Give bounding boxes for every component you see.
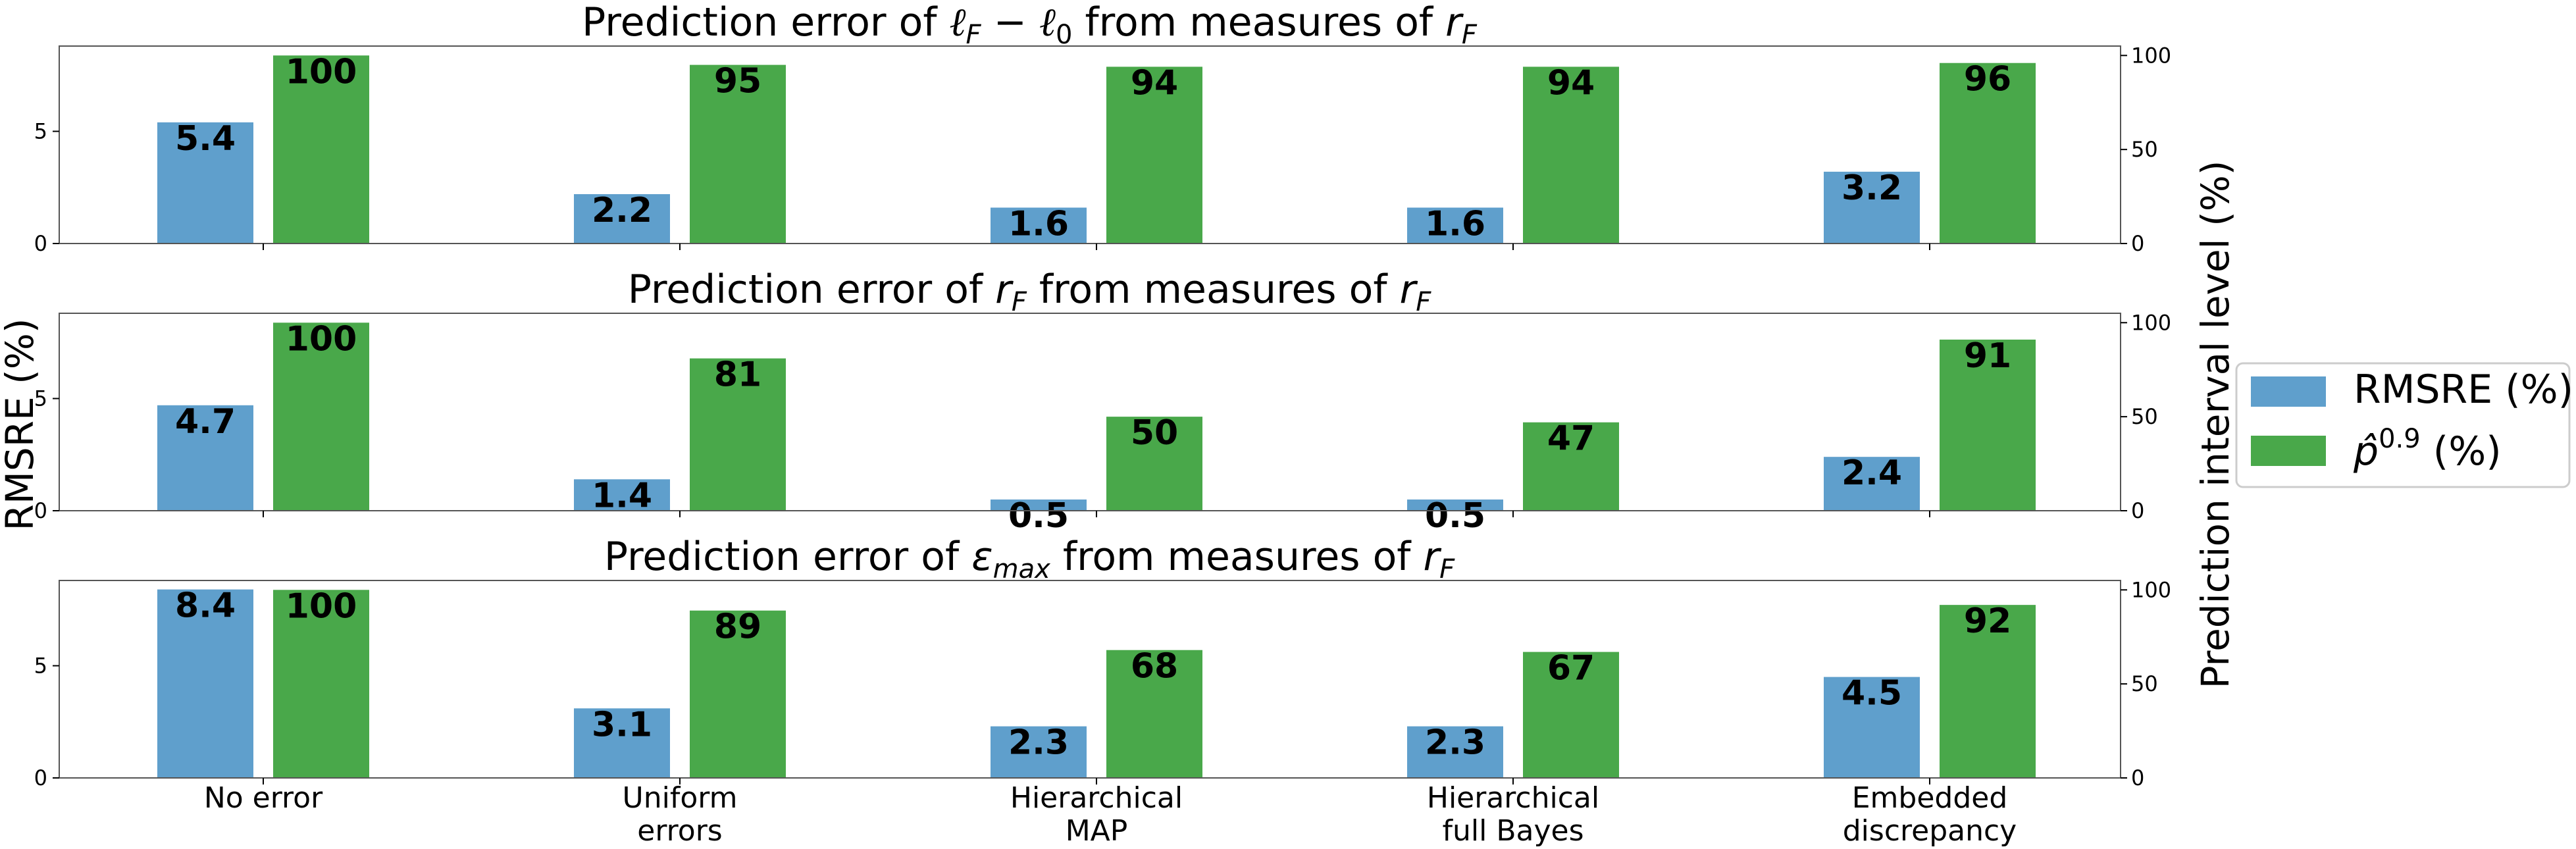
- left-tick-label: 5: [34, 386, 47, 411]
- left-tick-label: 0: [34, 765, 47, 790]
- bar-rmsre-5: [1824, 677, 1920, 778]
- data-label-rmsre-3: 0.5: [1008, 496, 1069, 536]
- bar-phat-3: [1106, 417, 1202, 511]
- right-tick-label: 50: [2131, 137, 2158, 162]
- bar-rmsre-4: [1407, 726, 1503, 778]
- right-tick-label: 0: [2131, 231, 2144, 256]
- bar-rmsre-3: [991, 726, 1087, 778]
- bar-rmsre-1: [157, 122, 253, 244]
- right-tick-label: 100: [2131, 577, 2171, 602]
- panel-1-title: Prediction error of ℓF − ℓ0 from measure…: [582, 0, 1478, 50]
- data-label-phat-5: 92: [1964, 602, 2011, 641]
- bar-rmsre-3: [991, 207, 1087, 244]
- plot-frame: [59, 45, 2121, 244]
- data-label-rmsre-5: 2.4: [1842, 453, 1902, 493]
- bar-phat-3: [1106, 66, 1202, 244]
- data-label-phat-2: 81: [714, 355, 761, 395]
- bar-phat-4: [1523, 66, 1619, 244]
- left-tick-label: 5: [34, 654, 47, 679]
- right-tick-label: 50: [2131, 671, 2158, 696]
- x-tick-label-1: No error: [204, 781, 323, 815]
- right-axis-label: Prediction interval level (%): [2193, 161, 2238, 689]
- left-tick-label: 0: [34, 231, 47, 256]
- bar-phat-3: [1106, 650, 1202, 778]
- right-tick-label: 100: [2131, 43, 2171, 68]
- data-label-rmsre-4: 2.3: [1425, 723, 1485, 763]
- data-label-rmsre-3: 1.6: [1008, 204, 1069, 244]
- data-label-phat-3: 94: [1131, 63, 1178, 103]
- data-label-phat-4: 67: [1547, 649, 1595, 688]
- data-label-rmsre-1: 8.4: [175, 586, 236, 626]
- bar-phat-5: [1940, 340, 2036, 511]
- data-label-phat-5: 91: [1964, 336, 2011, 376]
- right-tick-label: 100: [2131, 310, 2171, 335]
- plot-frame: [59, 313, 2121, 511]
- x-tick-label-2: Uniform errors: [623, 781, 738, 848]
- bar-phat-5: [1940, 605, 2036, 778]
- data-label-phat-2: 89: [714, 607, 761, 647]
- right-tick-label: 0: [2131, 498, 2144, 523]
- bar-rmsre-5: [1824, 457, 1920, 511]
- bar-rmsre-4: [1407, 499, 1503, 511]
- data-label-phat-4: 94: [1547, 63, 1595, 103]
- bar-phat-2: [690, 64, 786, 244]
- bar-rmsre-2: [574, 708, 670, 778]
- data-label-phat-1: 100: [286, 319, 357, 359]
- x-tick-label-5: Embedded discrepancy: [1843, 781, 2017, 848]
- data-label-phat-3: 68: [1131, 647, 1178, 686]
- bar-phat-2: [690, 358, 786, 511]
- data-label-phat-4: 47: [1547, 419, 1595, 459]
- data-label-phat-3: 50: [1131, 413, 1178, 453]
- right-tick-label: 50: [2131, 404, 2158, 429]
- x-axis-labels: No error Uniform errors Hierarchical MAP Hier…: [204, 781, 2017, 848]
- data-label-phat-1: 100: [286, 52, 357, 91]
- data-label-rmsre-4: 1.6: [1425, 204, 1485, 244]
- plot-frame: [59, 580, 2121, 779]
- left-axis-label: RMSRE (%): [0, 319, 42, 531]
- data-label-rmsre-4: 0.5: [1425, 496, 1485, 536]
- panel-2-title: Prediction error of rF from measures of …: [628, 267, 1431, 317]
- right-tick-label: 0: [2131, 765, 2144, 790]
- data-label-rmsre-1: 5.4: [175, 119, 236, 159]
- bar-rmsre-4: [1407, 207, 1503, 244]
- bar-rmsre-5: [1824, 171, 1920, 244]
- legend-swatch-rmsre: [2251, 376, 2326, 407]
- bar-phat-4: [1523, 422, 1619, 511]
- data-label-rmsre-5: 3.2: [1842, 168, 1902, 208]
- x-tick-label-3: Hierarchical MAP: [1010, 781, 1183, 848]
- bar-phat-4: [1523, 652, 1619, 778]
- data-label-rmsre-5: 4.5: [1842, 674, 1902, 713]
- left-tick-label: 5: [34, 119, 47, 144]
- data-label-phat-5: 96: [1964, 60, 2011, 99]
- bar-rmsre-1: [157, 589, 253, 778]
- bar-phat-5: [1940, 63, 2036, 244]
- legend-label-rmsre: RMSRE (%): [2354, 367, 2573, 413]
- legend-swatch-phat: [2251, 436, 2326, 466]
- legend-label-phat: p̂0.9 (%): [2353, 424, 2502, 475]
- data-label-phat-2: 95: [714, 62, 761, 101]
- bar-rmsre-3: [991, 499, 1087, 511]
- bar-rmsre-1: [157, 405, 253, 511]
- bar-phat-1: [273, 590, 369, 778]
- data-label-rmsre-3: 2.3: [1008, 723, 1069, 763]
- data-label-rmsre-2: 3.1: [592, 705, 652, 744]
- data-label-rmsre-2: 1.4: [592, 476, 652, 515]
- legend: RMSRE (%) p̂0.9 (%): [2235, 362, 2573, 488]
- data-label-rmsre-1: 4.7: [175, 402, 236, 442]
- bar-phat-2: [690, 610, 786, 778]
- bar-rmsre-2: [574, 479, 670, 511]
- x-tick-label-4: Hierarchical full Bayes: [1427, 781, 1599, 848]
- bar-phat-1: [273, 55, 369, 244]
- bar-rmsre-2: [574, 194, 670, 244]
- data-label-rmsre-2: 2.2: [592, 191, 652, 230]
- data-label-phat-1: 100: [286, 586, 357, 626]
- bar-phat-1: [273, 322, 369, 511]
- panel-3-title: Prediction error of εmax from measures o…: [604, 534, 1455, 584]
- left-tick-label: 0: [34, 498, 47, 523]
